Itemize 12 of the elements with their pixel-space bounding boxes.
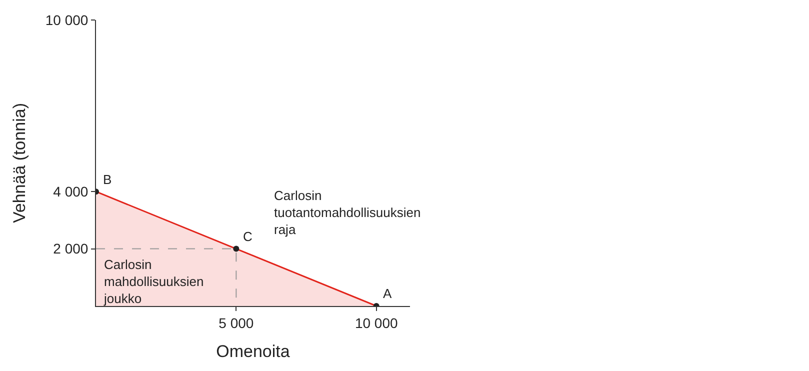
y-tick-label: 4 000 [53,184,88,200]
y-axis-title: Vehnää (tonnia) [10,102,29,224]
annotation: C [243,229,252,244]
y-tick-label: 2 000 [53,240,88,257]
x-axis-title: Omenoita [216,342,290,362]
point [233,246,240,252]
y-tick-label: 10 000 [45,12,88,28]
annotation: B [103,172,112,187]
x-tick-label: 5 000 [218,314,254,331]
annotation: Carlosin tuotantomahdollisuuksien raja [274,188,421,237]
annotation: Carlosin mahdollisuuksien joukko [103,257,204,306]
annotation: A [383,286,392,301]
